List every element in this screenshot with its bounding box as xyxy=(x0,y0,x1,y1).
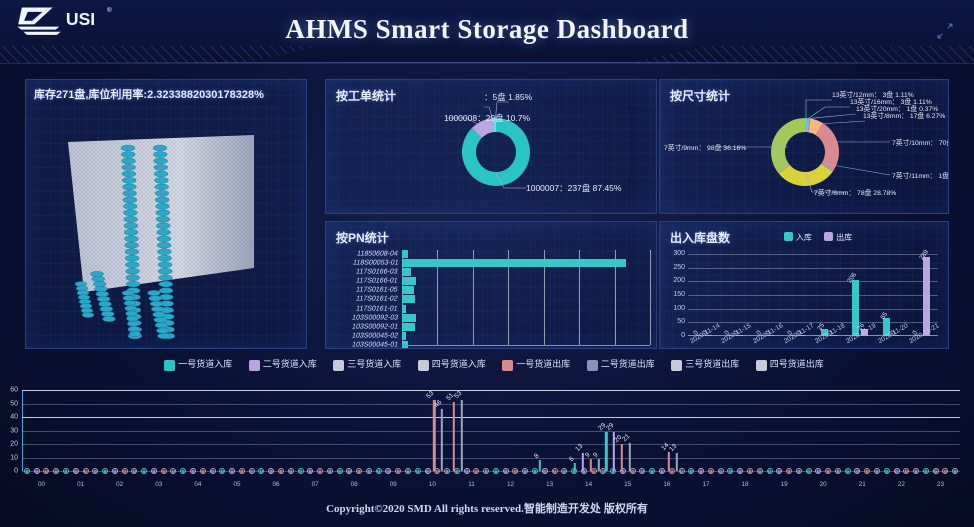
svg-text:1000008：29盘 10.7%: 1000008：29盘 10.7% xyxy=(444,113,530,123)
svg-text:：5盘 1.85%: ：5盘 1.85% xyxy=(484,92,533,102)
svg-text:7英寸/8mm： 78盘 28.78%: 7英寸/8mm： 78盘 28.78% xyxy=(814,188,896,197)
svg-text:7英寸/9mm： 98盘 36.16%: 7英寸/9mm： 98盘 36.16% xyxy=(664,143,746,152)
svg-text:13英寸/12mm： 3盘 1.11%: 13英寸/12mm： 3盘 1.11% xyxy=(832,90,914,99)
svg-text:7英寸/11mm： 1盘 0.37%: 7英寸/11mm： 1盘 0.37% xyxy=(892,171,949,180)
svg-text:13英寸/20mm： 1盘 0.37%: 13英寸/20mm： 1盘 0.37% xyxy=(856,104,938,113)
svg-text:7英寸/10mm： 70盘 25.83%: 7英寸/10mm： 70盘 25.83% xyxy=(892,138,949,147)
svg-text:1000007：237盘 87.45%: 1000007：237盘 87.45% xyxy=(526,183,622,193)
svg-text:13英寸/16mm： 3盘 1.11%: 13英寸/16mm： 3盘 1.11% xyxy=(850,97,932,106)
svg-text:®: ® xyxy=(107,6,112,14)
svg-text:13英寸/8mm： 17盘 6.27%: 13英寸/8mm： 17盘 6.27% xyxy=(863,111,945,120)
